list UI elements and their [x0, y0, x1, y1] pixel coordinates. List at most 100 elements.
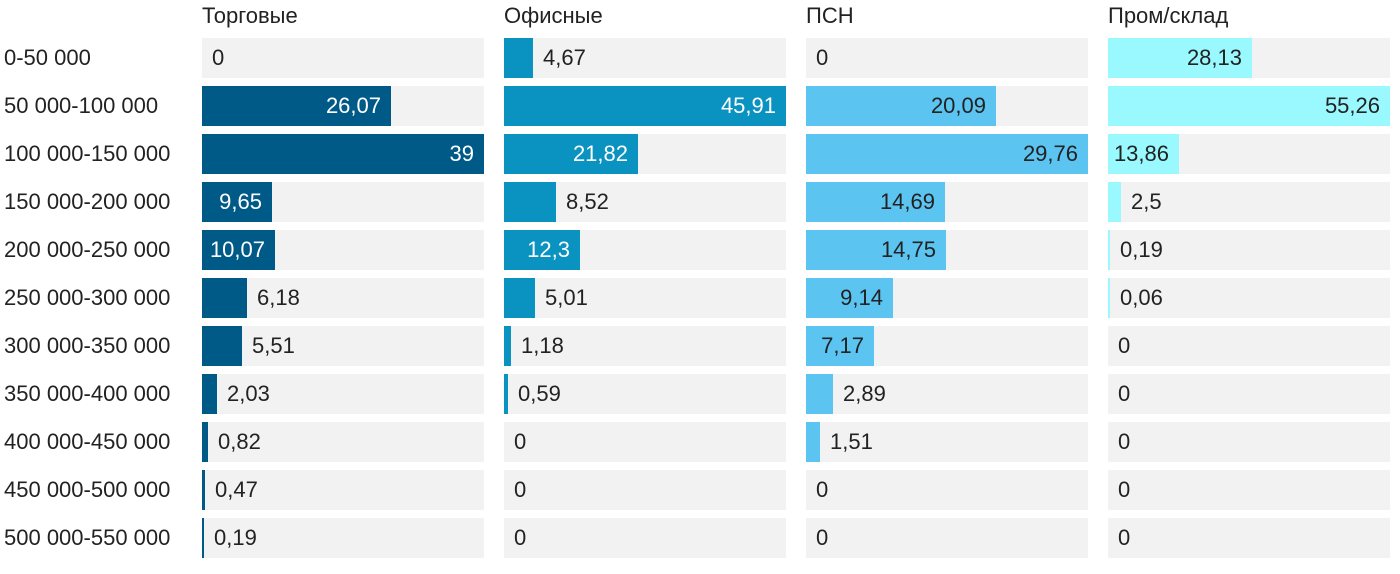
- bar: [504, 230, 580, 270]
- bar: [504, 326, 511, 366]
- bar-track: 2,03: [202, 374, 484, 414]
- bar-track: 0: [806, 518, 1088, 558]
- bar-value-label: 12,3: [527, 237, 570, 262]
- bar-track: 0,06: [1108, 278, 1390, 318]
- bar-value-label: 2,89: [843, 381, 886, 406]
- bar-value-label: 0: [816, 45, 829, 70]
- category-label: 200 000-250 000: [4, 237, 171, 262]
- bar-track: 12,3: [504, 230, 786, 270]
- bar-track: 0,19: [202, 518, 484, 558]
- bar-value-label: 0,47: [215, 477, 258, 502]
- bar-track: 0: [806, 470, 1088, 510]
- bar-value-label: 0,19: [214, 525, 257, 550]
- bar-track: 4,67: [504, 38, 786, 78]
- series-title: Офисные: [504, 3, 603, 28]
- bar-value-label: 6,18: [257, 285, 300, 310]
- category-label: 50 000-100 000: [4, 93, 159, 118]
- category-label: 300 000-350 000: [4, 333, 171, 358]
- series-title: Пром/склад: [1108, 3, 1229, 28]
- bar: [202, 326, 242, 366]
- bar-track: 8,52: [504, 182, 786, 222]
- category-label: 150 000-200 000: [4, 189, 171, 214]
- bar-value-label: 28,13: [1186, 45, 1242, 70]
- bar: [806, 374, 833, 414]
- bar-value-label: 45,91: [720, 93, 776, 118]
- bar: [202, 134, 484, 174]
- bar-track: 14,75: [806, 230, 1088, 270]
- bar-track: 0: [504, 518, 786, 558]
- bar-value-label: 0: [816, 525, 829, 550]
- bar-value-label: 14,75: [880, 237, 936, 262]
- bar: [504, 86, 786, 126]
- bar-track: 1,18: [504, 326, 786, 366]
- bar-track: 0: [1108, 518, 1390, 558]
- bar: [202, 86, 391, 126]
- bar-track: 6,18: [202, 278, 484, 318]
- bar-value-label: 1,18: [521, 333, 564, 358]
- bar-value-label: 2,5: [1131, 189, 1162, 214]
- bar-track: 29,76: [806, 134, 1088, 174]
- bar-track: 21,82: [504, 134, 786, 174]
- bar-value-label: 29,76: [1022, 141, 1078, 166]
- bar-value-label: 0: [1118, 525, 1131, 550]
- bar: [806, 230, 946, 270]
- bar-value-label: 0,19: [1120, 237, 1163, 262]
- bar: [1108, 38, 1252, 78]
- bar-value-label: 0: [212, 45, 225, 70]
- series-title: ПСН: [806, 3, 854, 28]
- bar-track: 0: [806, 38, 1088, 78]
- bar-value-label: 26,07: [325, 93, 381, 118]
- bar-value-label: 0,06: [1120, 285, 1163, 310]
- bar-track: 0,47: [202, 470, 484, 510]
- category-label: 450 000-500 000: [4, 477, 171, 502]
- category-label: 0-50 000: [4, 45, 91, 70]
- bar: [202, 470, 205, 510]
- bar: [504, 278, 535, 318]
- bar-value-label: 0: [1118, 381, 1131, 406]
- bar-value-label: 21,82: [572, 141, 628, 166]
- category-label: 400 000-450 000: [4, 429, 171, 454]
- bar-track: 13,86: [1108, 134, 1390, 174]
- bar-track: 0: [504, 422, 786, 462]
- bar-value-label: 9,14: [840, 285, 883, 310]
- bar: [806, 86, 996, 126]
- bar-value-label: 13,86: [1113, 141, 1169, 166]
- bar-track: 14,69: [806, 182, 1088, 222]
- bar-track: 9,65: [202, 182, 484, 222]
- bar-track: 10,07: [202, 230, 484, 270]
- bar: [806, 326, 874, 366]
- bar-value-label: 8,52: [566, 189, 609, 214]
- category-label: 350 000-400 000: [4, 381, 171, 406]
- bar: [806, 278, 893, 318]
- bar-value-label: 7,17: [821, 333, 864, 358]
- bar-track: 5,51: [202, 326, 484, 366]
- bar-value-label: 0: [514, 429, 527, 454]
- bar-value-label: 20,09: [930, 93, 986, 118]
- bar-value-label: 9,65: [219, 189, 262, 214]
- bar-track: 0: [504, 470, 786, 510]
- bar: [504, 182, 556, 222]
- category-label: 100 000-150 000: [4, 141, 171, 166]
- bar: [202, 230, 275, 270]
- bar-track: 45,91: [504, 86, 786, 126]
- bar-value-label: 5,51: [252, 333, 295, 358]
- bar: [1108, 134, 1179, 174]
- bar-value-label: 5,01: [545, 285, 588, 310]
- bar: [202, 518, 204, 558]
- bar-value-label: 0: [514, 525, 527, 550]
- bar-track: 2,89: [806, 374, 1088, 414]
- bar-track: 2,5: [1108, 182, 1390, 222]
- bar-track: 0: [1108, 326, 1390, 366]
- bar-track: 0,82: [202, 422, 484, 462]
- bar-track: 0,59: [504, 374, 786, 414]
- bar: [1108, 182, 1121, 222]
- series-title: Торговые: [202, 3, 298, 28]
- bar-track: 55,26: [1108, 86, 1390, 126]
- bar-value-label: 0,59: [518, 381, 561, 406]
- bar-value-label: 39: [449, 141, 474, 166]
- bar-value-label: 0: [816, 477, 829, 502]
- bar-value-label: 0,82: [218, 429, 261, 454]
- bar-track: 26,07: [202, 86, 484, 126]
- bar: [504, 38, 533, 78]
